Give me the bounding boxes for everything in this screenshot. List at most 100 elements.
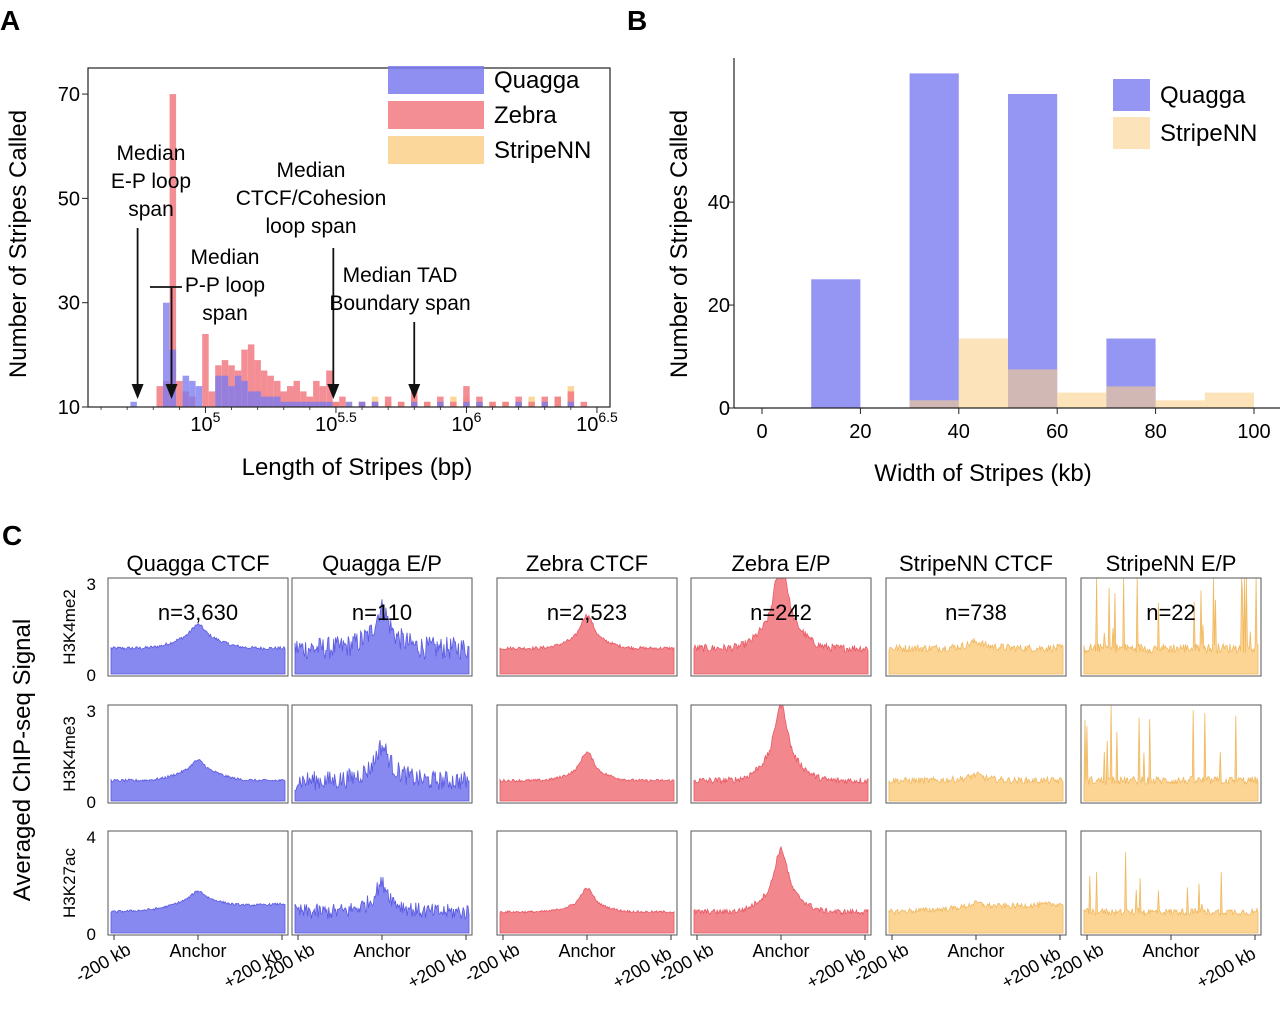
c-signal-area-r1-c3 — [693, 703, 869, 802]
a-annotation-arrowhead-3 — [408, 384, 421, 399]
b-xtick-label-1: 20 — [849, 421, 871, 443]
panel-b-y-ticks: 0 20 40 — [708, 192, 734, 420]
bar-b-quagga-2 — [1008, 94, 1058, 408]
panel-a-x-axis-title: Length of Stripes (bp) — [242, 454, 473, 481]
a-annotation-0-line-0: Median — [117, 142, 186, 165]
panel-c-signal-grid: Averaged ChIP-seq Signal Quagga CTCF Quag… — [9, 551, 1262, 993]
b-legend-swatch-stripenn — [1113, 117, 1150, 149]
c-n-label-5: n=22 — [1146, 600, 1196, 625]
panel-c-cells: Quagga CTCF Quagga E/P Zebra CTCF Zebra E/P… — [60, 551, 1262, 993]
c-signal-area-r0-c5 — [1083, 577, 1259, 675]
a-xtick-exp-0: 5 — [213, 409, 221, 425]
a-annotation-arrowhead-1 — [165, 384, 178, 399]
a-annotation-0-line-1: E-P loop — [111, 170, 191, 193]
a-ytick-label-2: 50 — [58, 188, 80, 210]
bar-quagga-19 — [300, 401, 307, 407]
c-n-label-3: n=242 — [750, 600, 812, 625]
c-n-label-1: n=110 — [352, 600, 412, 625]
bar-quagga-32 — [541, 401, 548, 407]
a-xtick-base-3: 10 — [576, 414, 598, 436]
c-n-label-0: n=3,630 — [158, 600, 238, 625]
panel-letter-a: A — [0, 5, 20, 36]
bar-zebra-36 — [463, 386, 470, 407]
c-xtick-anchor-4: Anchor — [947, 941, 1004, 961]
bar-zebra-20 — [293, 380, 300, 407]
bar-b-stripenn-5 — [1155, 400, 1205, 408]
c-signal-area-r1-c2 — [499, 751, 675, 802]
panel-a-frame — [87, 67, 611, 408]
a-legend-label-zebra: Zebra — [494, 102, 557, 129]
bar-zebra-35 — [450, 401, 457, 407]
c-signal-area-r2-c3 — [693, 845, 869, 934]
c-cell-frame-r1-c5 — [1080, 704, 1262, 804]
bar-b-stripenn-2 — [1008, 369, 1058, 408]
c-row-tick-bottom-2: 0 — [87, 925, 96, 944]
bar-zebra-24 — [319, 386, 327, 407]
a-annotation-arrowhead-0 — [131, 384, 144, 399]
bar-quagga-33 — [567, 401, 575, 407]
bar-zebra-44 — [567, 391, 575, 407]
c-row-tick-top-2: 4 — [87, 828, 96, 847]
bar-quagga-29 — [463, 401, 470, 407]
c-cell-frame-r0-c3 — [690, 577, 872, 677]
c-cell-frame-r0-c5 — [1080, 577, 1262, 677]
a-xtick-label-3: 106.5 — [576, 409, 618, 436]
a-annotation-arrow-1 — [150, 286, 182, 396]
c-signal-area-r1-c0 — [110, 759, 286, 802]
bar-quagga-30 — [476, 401, 483, 407]
b-xtick-label-3: 60 — [1046, 421, 1068, 443]
a-xtick-base-0: 10 — [190, 414, 212, 436]
c-col-title-2: Zebra CTCF — [526, 551, 648, 576]
bar-zebra-33 — [424, 401, 431, 407]
c-signal-area-r0-c2 — [499, 613, 675, 675]
a-annotation-3-line-1: Boundary span — [329, 292, 470, 315]
bar-b-stripenn-6 — [1204, 392, 1254, 408]
bar-zebra-7 — [208, 391, 216, 407]
c-signal-area-r1-c1 — [294, 740, 470, 802]
a-legend-label-quagga: Quagga — [494, 67, 580, 94]
bar-zebra-12 — [241, 349, 248, 407]
a-legend-label-stripenn: StripeNN — [494, 137, 591, 164]
c-signal-area-r0-c3 — [693, 577, 869, 675]
panel-a-legend: Quagga Zebra StripeNN — [388, 66, 591, 164]
c-signal-area-r2-c1 — [294, 876, 470, 934]
c-signal-area-r2-c4 — [888, 900, 1064, 934]
c-xtick-left-0: -200 kb — [72, 939, 134, 986]
c-cell-frame-r1-c2 — [496, 704, 678, 804]
c-signal-area-r1-c4 — [888, 770, 1064, 802]
a-annotation-1-line-0: Median — [191, 246, 260, 269]
c-row-label-0: H3K4me2 — [60, 589, 79, 665]
bar-zebra-41 — [528, 401, 535, 407]
bar-zebra-13 — [247, 344, 255, 407]
bar-quagga-18 — [293, 401, 300, 407]
bar-quagga-21 — [313, 401, 320, 407]
a-ytick-label-0: 10 — [58, 397, 80, 419]
bar-zebra-2 — [169, 94, 177, 407]
bar-zebra-19 — [287, 386, 294, 407]
bar-zebra-23 — [313, 380, 320, 407]
panel-b-histogram: 0 20 40 0 20 40 60 80 100 Width of Stripes (kb)… — [666, 58, 1280, 487]
bar-quagga-8 — [228, 386, 235, 407]
panel-a-y-axis-title: Number of Stripes Called — [5, 110, 32, 378]
panel-letter-c: C — [2, 520, 22, 551]
b-legend-label-stripenn: StripeNN — [1160, 120, 1257, 147]
c-signal-area-r2-c5 — [1083, 852, 1259, 934]
c-signal-area-r2-c0 — [110, 890, 286, 934]
bar-zebra-0 — [156, 386, 163, 407]
b-xtick-label-4: 80 — [1144, 421, 1166, 443]
c-signal-area-r0-c4 — [888, 638, 1064, 675]
c-row-tick-bottom-1: 0 — [87, 793, 96, 812]
c-cell-frame-r1-c0 — [107, 704, 289, 804]
bar-quagga-24 — [345, 401, 353, 407]
c-xtick-left-1: -200 kb — [256, 939, 318, 986]
a-xtick-label-0: 105 — [190, 409, 220, 436]
bar-quagga-23 — [326, 401, 333, 407]
bar-zebra-30 — [384, 396, 392, 407]
bar-quagga-3 — [182, 375, 190, 407]
c-xtick-anchor-3: Anchor — [752, 941, 809, 961]
panel-b-bars — [811, 73, 1254, 409]
c-col-title-5: StripeNN E/P — [1106, 551, 1237, 576]
bar-zebra-6 — [202, 334, 209, 407]
c-cell-frame-r0-c1 — [291, 577, 473, 677]
